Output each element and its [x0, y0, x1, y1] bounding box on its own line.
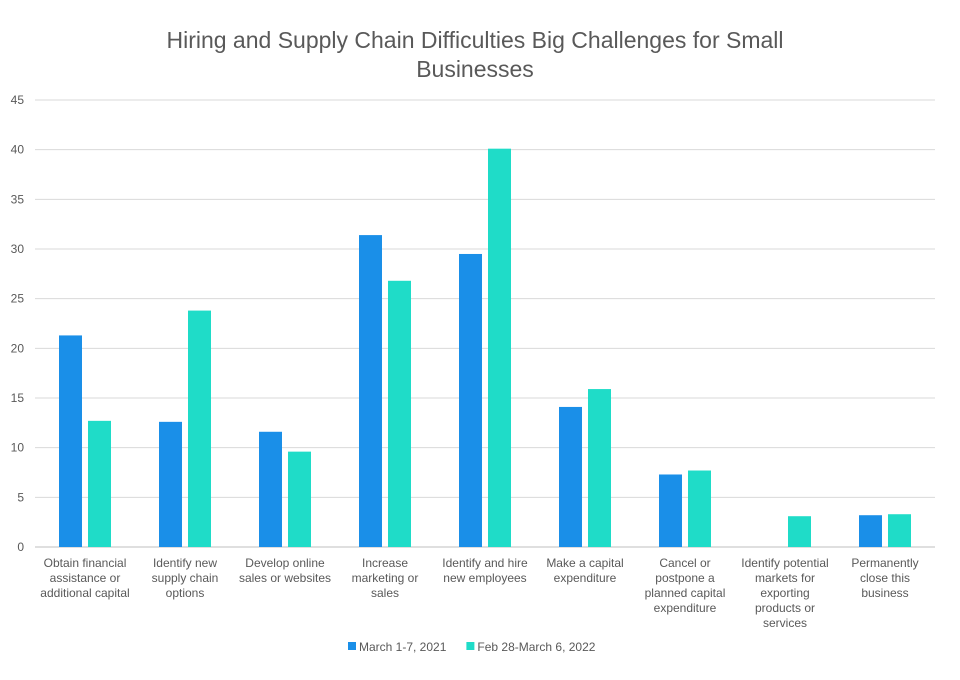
y-tick-label: 15 [11, 391, 25, 405]
bar-series-2 [388, 280, 411, 547]
x-category-label: supply chain [152, 571, 219, 585]
bar-series-1 [659, 474, 682, 547]
bar-series-1 [259, 431, 282, 547]
legend-label: March 1-7, 2021 [359, 640, 447, 654]
x-category-label: exporting [760, 586, 809, 600]
x-category-label: options [166, 586, 205, 600]
x-category-label: Make a capital [546, 556, 623, 570]
legend-label: Feb 28-March 6, 2022 [477, 640, 595, 654]
legend-swatch [348, 642, 356, 650]
bar-series-2 [488, 148, 511, 547]
bar-series-1 [559, 406, 582, 547]
bar-series-1 [459, 253, 482, 547]
x-category-label: sales [371, 586, 399, 600]
bar-series-2 [588, 389, 611, 547]
legend: March 1-7, 2021 Feb 28-March 6, 2022 [348, 640, 596, 654]
bars [59, 148, 911, 548]
bar-series-2 [688, 470, 711, 547]
bar-series-2 [188, 310, 211, 547]
x-category-label: additional capital [40, 586, 129, 600]
x-category-label: expenditure [654, 601, 717, 615]
y-tick-label: 25 [11, 292, 25, 306]
bar-series-1 [359, 235, 382, 548]
x-category-label: Identify potential [741, 556, 828, 570]
bar-series-1 [59, 335, 82, 547]
x-category-label: close this [860, 571, 910, 585]
y-tick-label: 20 [11, 341, 25, 355]
x-category-label: expenditure [554, 571, 617, 585]
chart-title-line: Hiring and Supply Chain Difficulties Big… [166, 27, 783, 53]
x-category-label: products or [755, 601, 815, 615]
y-tick-label: 10 [11, 441, 25, 455]
y-tick-label: 30 [11, 242, 25, 256]
x-category-label: Cancel or [659, 556, 710, 570]
x-category-label: postpone a [655, 571, 715, 585]
x-category-label: Permanently [851, 556, 918, 570]
x-category-label: sales or websites [239, 571, 331, 585]
x-category-label: Obtain financial [44, 556, 127, 570]
y-tick-label: 45 [11, 93, 25, 107]
x-category-label: services [763, 616, 807, 630]
y-tick-label: 40 [11, 143, 25, 157]
bar-series-2 [88, 420, 111, 547]
bar-series-2 [888, 514, 911, 547]
x-category-label: Identify new [153, 556, 217, 570]
x-category-label: Identify and hire [442, 556, 528, 570]
x-category-label: assistance or [50, 571, 121, 585]
bar-series-2 [788, 516, 811, 547]
x-category-label: markets for [755, 571, 815, 585]
chart-title-line: Businesses [416, 56, 534, 82]
x-category-label: marketing or [352, 571, 419, 585]
bar-series-1 [859, 515, 882, 547]
bar-series-1 [159, 421, 182, 547]
chart-title: Hiring and Supply Chain Difficulties Big… [166, 27, 783, 82]
y-axis-ticks: 0 5 10 15 20 25 30 35 40 45 [11, 93, 25, 554]
x-category-label: business [861, 586, 908, 600]
x-category-label: new employees [443, 571, 526, 585]
legend-swatch [466, 642, 475, 650]
y-tick-label: 35 [11, 192, 25, 206]
x-category-label: Increase [362, 556, 408, 570]
x-category-label: planned capital [645, 586, 726, 600]
y-tick-label: 5 [17, 490, 24, 504]
y-tick-label: 0 [17, 540, 24, 554]
gridlines [35, 99, 935, 548]
x-category-label: Develop online [245, 556, 325, 570]
bar-series-2 [288, 451, 311, 547]
